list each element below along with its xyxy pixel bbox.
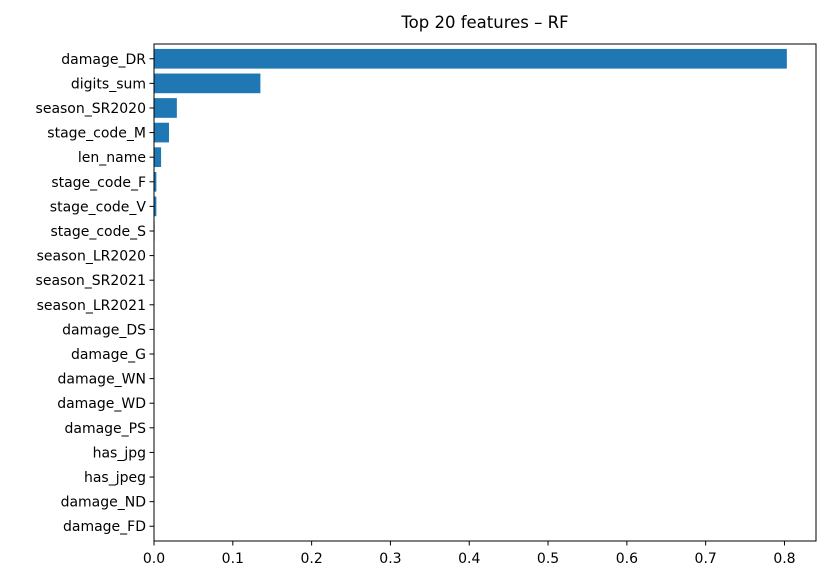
y-tick-label: digits_sum bbox=[71, 76, 146, 92]
bar-len_name bbox=[154, 147, 162, 168]
x-tick-label: 0.7 bbox=[695, 551, 717, 567]
y-tick-label: season_SR2020 bbox=[36, 101, 146, 117]
y-tick-label: season_SR2021 bbox=[36, 273, 146, 289]
y-tick-label: damage_ND bbox=[61, 495, 146, 511]
x-tick-label: 0.3 bbox=[379, 551, 401, 567]
x-tick-label: 0.0 bbox=[143, 551, 165, 567]
y-tick-label: stage_code_S bbox=[50, 224, 146, 240]
y-tick-label: damage_DS bbox=[62, 322, 146, 338]
x-axis: 0.0 0.1 0.2 0.3 0.4 0.5 0.6 0.7 0.8 bbox=[143, 541, 796, 567]
y-tick-label: damage_WD bbox=[57, 396, 146, 412]
chart-title: Top 20 features – RF bbox=[400, 13, 568, 32]
bar-damage_DR bbox=[154, 48, 787, 69]
bar-season_SR2020 bbox=[154, 98, 177, 118]
y-tick-label: has_jpg bbox=[93, 445, 146, 461]
y-tick-label: stage_code_M bbox=[47, 126, 146, 142]
x-tick-label: 0.5 bbox=[537, 551, 559, 567]
y-tick-label: season_LR2020 bbox=[37, 249, 146, 265]
plot-frame bbox=[153, 43, 817, 542]
bar-stage_code_V bbox=[154, 196, 157, 217]
bar-stage_code_F bbox=[154, 171, 157, 192]
x-tick-label: 0.6 bbox=[616, 551, 638, 567]
y-tick-label: damage_PS bbox=[64, 421, 146, 437]
y-tick-label: stage_code_F bbox=[51, 175, 146, 191]
x-tick-label: 0.4 bbox=[458, 551, 480, 567]
y-tick-label: damage_G bbox=[71, 347, 146, 363]
x-tick-label: 0.2 bbox=[300, 551, 322, 567]
bar-stage_code_M bbox=[154, 122, 169, 143]
y-tick-label: len_name bbox=[78, 150, 146, 166]
x-tick-label: 0.1 bbox=[222, 551, 244, 567]
y-tick-label: damage_DR bbox=[61, 52, 146, 68]
x-tick-label: 0.8 bbox=[773, 551, 795, 567]
y-tick-label: damage_WN bbox=[58, 372, 147, 388]
bars-group bbox=[154, 48, 787, 438]
y-tick-label: has_jpeg bbox=[84, 470, 146, 486]
y-tick-label: damage_FD bbox=[63, 519, 146, 535]
y-tick-label: season_LR2021 bbox=[37, 298, 146, 314]
y-tick-label: stage_code_V bbox=[50, 199, 147, 215]
y-axis: damage_DR digits_sum season_SR2020 stage_co… bbox=[36, 52, 154, 535]
bar-digits_sum bbox=[154, 73, 261, 94]
